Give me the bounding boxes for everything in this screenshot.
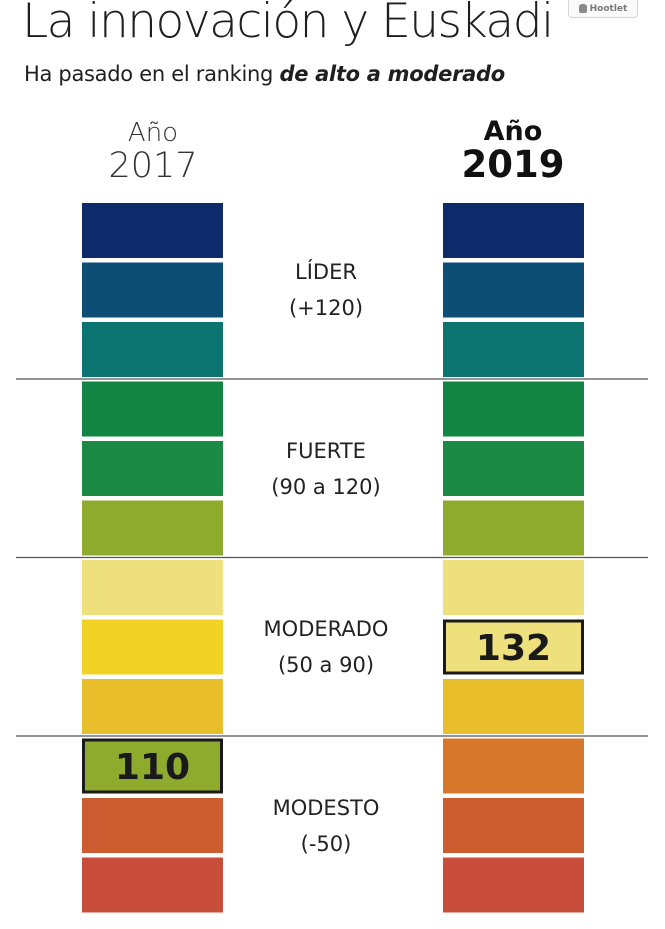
hootlet-label: Hootlet [589,3,628,14]
column-header-2017: Año 2017 [73,118,233,186]
scale-block-2017 [82,798,223,853]
scale-block-2017 [82,560,223,615]
column-year-2019: 2019 [461,143,565,186]
column-label-2019: Año [483,116,543,147]
hootlet-badge[interactable]: Hootlet [568,0,638,18]
column-header-2019: Año 2019 [433,116,593,186]
scale-block-2019 [443,679,584,734]
tier-label: FUERTE (90 a 120) [236,433,416,505]
tier-label: LÍDER (+120) [236,254,416,326]
column-year-2017: 2017 [108,146,198,186]
scale-block-2017 [82,322,223,377]
column-label-2017: Año [127,118,179,148]
scale-block-2019 [443,262,584,318]
scale-block-2019 [443,500,584,556]
tier-range: (90 a 120) [271,474,381,499]
tier-name: MODESTO [272,795,380,820]
scale-block-2019 [443,203,584,258]
chart-title: La innovación y Euskadi [22,0,554,49]
scale-block-2019 [443,560,584,615]
chart-subtitle: Ha pasado en el ranking de alto a modera… [24,62,505,86]
tier-name: LÍDER [295,260,357,285]
owl-icon [578,4,587,13]
tier-name: FUERTE [286,438,366,463]
tier-range: (50 a 90) [277,653,375,678]
tier-name: MODERADO [263,617,389,642]
value-label-2019: 132 [476,628,551,669]
value-block-2017 [82,738,223,794]
scale-block-2019 [443,857,584,913]
subtitle-text: Ha pasado en el ranking [24,62,280,86]
scale-block-2017 [82,381,223,437]
scale-block-2017 [82,441,223,496]
scale-block-2017 [82,679,223,734]
scale-block-2017 [82,500,223,556]
tier-label: MODERADO (50 a 90) [236,611,416,683]
value-label-2017: 110 [115,747,190,788]
tier-range: (+120) [288,296,364,321]
scale-block-2019 [443,738,584,794]
tier-range: (-50) [300,831,352,856]
scale-block-2017 [82,203,223,258]
scale-block-2019 [443,381,584,437]
scale-block-2019 [443,322,584,377]
scale-block-2017 [82,619,223,675]
scale-block-2017 [82,857,223,913]
scale-block-2019 [443,798,584,853]
tier-label: MODESTO (-50) [236,790,416,862]
scale-block-2017 [82,262,223,318]
subtitle-emphasis: de alto a moderado [279,62,505,86]
scale-block-2019 [443,441,584,496]
value-block-2019 [443,619,584,675]
